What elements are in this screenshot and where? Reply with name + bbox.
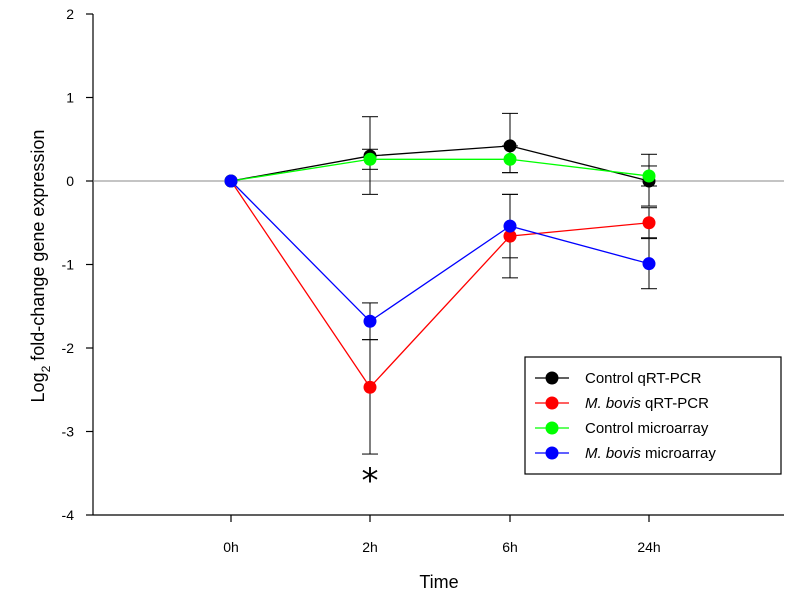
y-axis-title: Log2 fold-change gene expression (28, 130, 53, 403)
legend-box (524, 356, 782, 475)
x-tick-label: 24h (637, 539, 660, 555)
legend-label: Control qRT-PCR (585, 370, 702, 387)
x-axis-title: Time (419, 572, 458, 592)
legend-label-italic: M. bovis (585, 395, 641, 412)
legend-label-text: microarray (641, 445, 717, 462)
data-point-control-microarray (642, 169, 656, 183)
y-axis-title-main: Log (28, 372, 48, 402)
legend-label-italic: M. bovis (585, 445, 641, 462)
legend-label-text: Control qRT-PCR (585, 370, 702, 387)
y-tick-label: 1 (66, 90, 74, 106)
series-line-m-bovis-microarray (230, 180, 650, 323)
y-axis-title-subscript: 2 (39, 365, 53, 372)
legend-label: M. bovis qRT-PCR (585, 395, 709, 412)
data-point-m-bovis-microarray (642, 257, 656, 271)
data-point-m-bovis-microarray (363, 314, 377, 328)
x-tick-label: 6h (502, 539, 518, 555)
data-point-control-qrt-pcr (503, 139, 517, 153)
plot-area (93, 112, 784, 455)
data-point-m-bovis-microarray (224, 174, 238, 188)
series-line-m-bovis-qrt-pcr (230, 180, 650, 389)
x-tick-label: 2h (362, 539, 378, 555)
series-line-control-qrt-pcr (230, 145, 650, 182)
significance-asterisk: * (362, 461, 379, 501)
legend-swatch-marker (545, 421, 559, 435)
y-tick-label: -3 (62, 424, 75, 440)
legend-swatch-marker (545, 396, 559, 410)
data-point-m-bovis-microarray (503, 219, 517, 233)
data-point-control-microarray (503, 152, 517, 166)
legend-swatch-marker (545, 446, 559, 460)
data-point-control-microarray (363, 152, 377, 166)
data-point-m-bovis-qrt-pcr (642, 216, 656, 230)
x-tick-label: 0h (223, 539, 239, 555)
data-point-m-bovis-qrt-pcr (363, 380, 377, 394)
legend: Control qRT-PCR M. bovis qRT-PCR Control m… (524, 356, 782, 475)
y-tick-label: -2 (62, 340, 75, 356)
axes: 2 1 0 -1 -2 -3 -4 0h 2h 6h 24h (62, 6, 784, 555)
y-axis-title-rest: fold-change gene expression (28, 130, 48, 366)
y-tick-label: 2 (66, 6, 74, 22)
legend-label-text: Control microarray (585, 420, 709, 437)
legend-label: Control microarray (585, 420, 709, 437)
legend-label: M. bovis microarray (585, 445, 716, 462)
y-tick-label: 0 (66, 173, 74, 189)
series-line-control-microarray (230, 158, 650, 182)
legend-swatch-marker (545, 371, 559, 385)
y-tick-label: -4 (62, 507, 75, 523)
legend-label-text: qRT-PCR (641, 395, 709, 412)
y-tick-label: -1 (62, 257, 75, 273)
data-point-m-bovis-qrt-pcr (503, 229, 517, 243)
